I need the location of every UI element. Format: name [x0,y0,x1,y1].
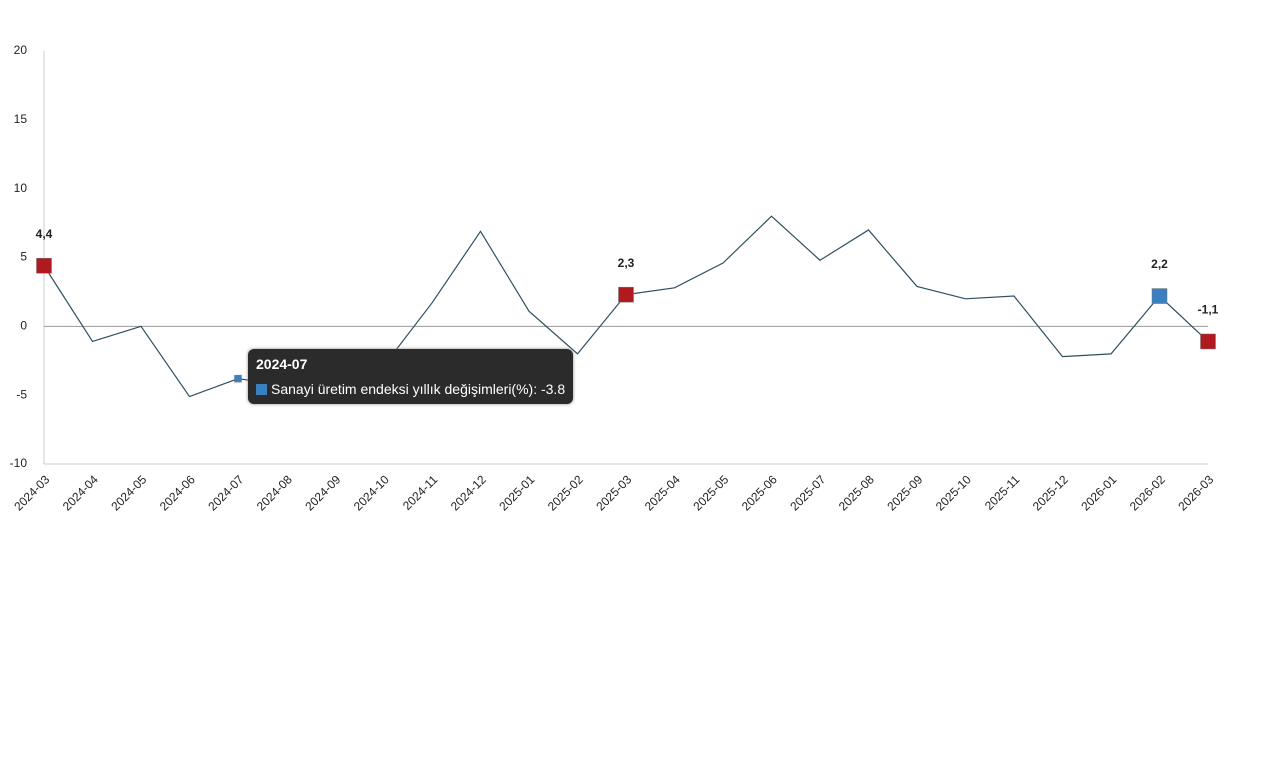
x-tick-label: 2025-02 [545,472,586,513]
x-tick-label: 2025-12 [1030,472,1071,513]
x-tick-label: 2024-04 [60,472,101,513]
tooltip-swatch [256,384,267,395]
x-tick-label: 2025-03 [593,472,634,513]
y-tick-label: -5 [16,387,27,401]
y-tick-label: 5 [20,250,27,264]
tooltip-text: Sanayi üretim endeksi yıllık değişimleri… [271,381,566,397]
data-label: 4,4 [36,227,53,241]
x-tick-label: 2024-11 [400,472,441,513]
x-tick-label: 2026-02 [1127,472,1168,513]
marker [618,286,634,303]
x-tick-label: 2024-07 [205,472,246,513]
data-label: -1,1 [1198,303,1219,317]
data-label: 2,3 [618,256,635,270]
x-tick-label: 2025-07 [787,472,828,513]
marker [234,374,242,383]
x-tick-label: 2024-08 [254,472,295,513]
x-tick-label: 2025-06 [739,472,780,513]
marker [36,258,52,274]
line [43,215,1209,398]
x-tick-label: 2025-04 [642,472,683,513]
x-tick-label: 2025-09 [884,472,925,513]
y-tick-label: -10 [10,456,28,470]
x-tick-label: 2025-10 [933,472,974,513]
x-tick-label: 2024-05 [108,472,149,513]
tooltip-title: 2024-07 [256,356,308,372]
marker [1200,333,1216,350]
y-tick-label: 15 [14,112,28,126]
x-tick-label: 2024-06 [157,472,198,513]
x-tick-label: 2025-01 [496,472,537,513]
x-tick-label: 2025-08 [836,472,877,513]
data-label: 2,2 [1151,257,1168,271]
x-tick-label: 2026-03 [1175,472,1216,513]
x-tick-label: 2024-12 [448,472,489,513]
x-tick-label: 2024-09 [302,472,343,513]
y-tick-label: 20 [14,43,28,57]
x-tick-label: 2024-10 [351,472,392,513]
y-tick-label: 0 [20,319,27,333]
y-tick-label: 10 [14,181,28,195]
x-tick-label: 2025-05 [690,472,731,513]
x-tick-label: 2026-01 [1078,472,1119,513]
tooltip: 2024-07 Sanayi üretim endeksi yıllık değ… [248,349,574,404]
x-tick-label: 2025-11 [982,472,1023,513]
x-tick-label: 2024-03 [11,472,52,513]
marker [1151,288,1168,304]
